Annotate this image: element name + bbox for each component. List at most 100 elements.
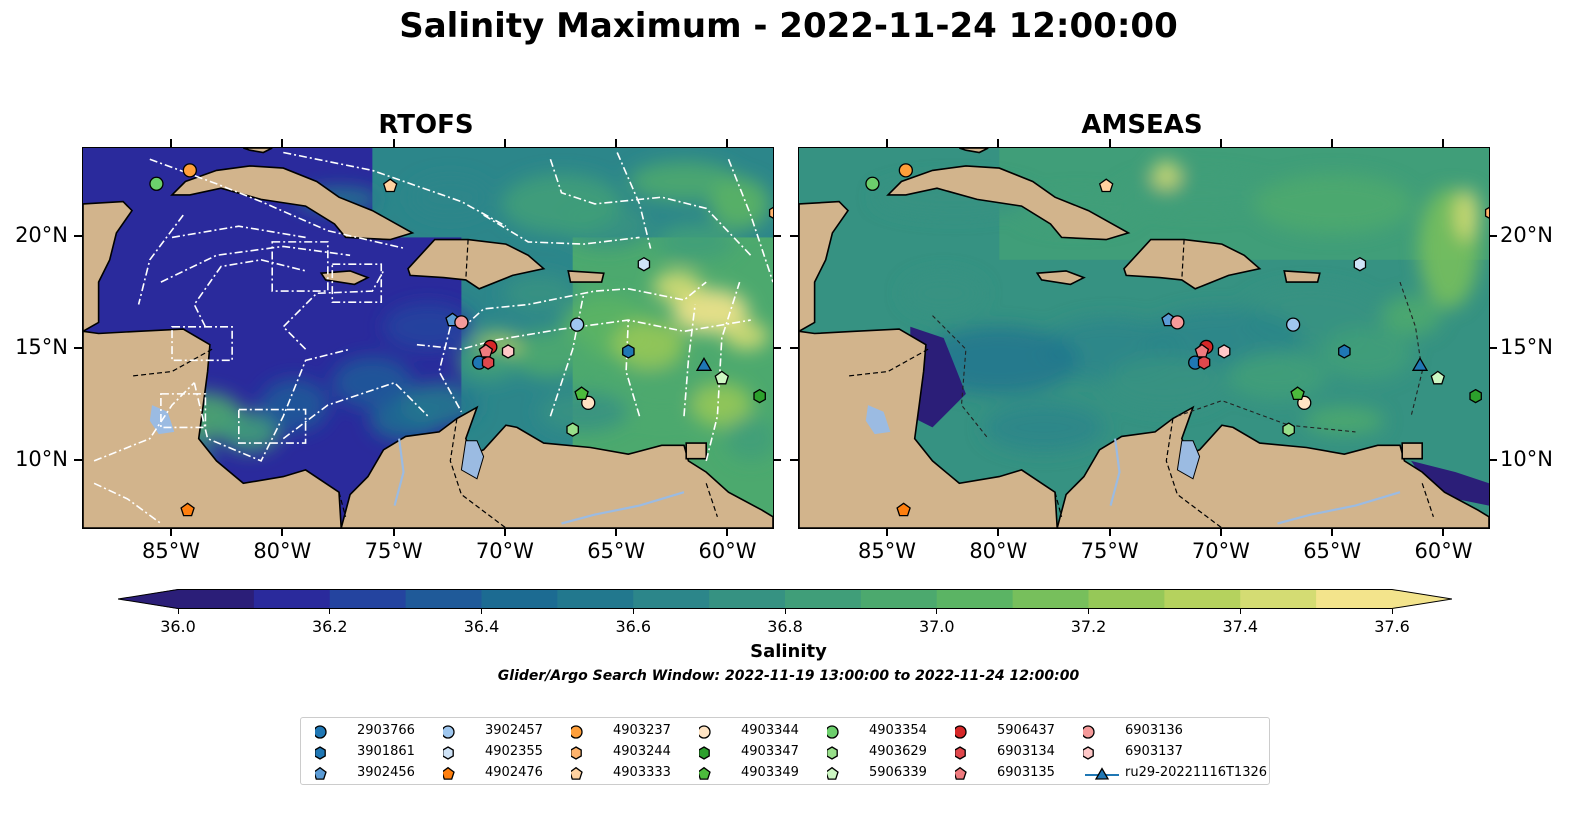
lon-tick-mark bbox=[503, 528, 506, 536]
legend-marker-icon bbox=[955, 746, 966, 760]
panel-title-rtofs: RTOFS bbox=[378, 110, 474, 140]
legend-marker bbox=[827, 725, 839, 739]
float-marker-4903333 bbox=[382, 178, 398, 193]
float-marker-6903137 bbox=[1217, 344, 1231, 359]
legend-marker-icon bbox=[699, 725, 711, 739]
land-yucatan bbox=[83, 200, 134, 333]
float-marker-4903354 bbox=[149, 176, 164, 191]
legend-marker bbox=[1083, 725, 1095, 739]
legend-marker-icon bbox=[955, 766, 967, 780]
land-yucatan bbox=[799, 200, 850, 333]
legend-label: 4903354 bbox=[869, 723, 927, 738]
legend-marker-icon bbox=[571, 725, 583, 739]
legend-item: 6903137 bbox=[1083, 743, 1263, 763]
float-marker-3902457 bbox=[569, 317, 585, 332]
legend-marker-icon bbox=[315, 725, 327, 739]
colorbar-tick-label: 36.4 bbox=[463, 617, 500, 636]
lon-tick-mark bbox=[1108, 528, 1111, 536]
lon-tick-label: 75°W bbox=[1080, 539, 1139, 563]
colorbar-tick-label: 36.2 bbox=[311, 617, 348, 636]
colorbar-tick-mark bbox=[177, 609, 179, 614]
land-trinidad bbox=[685, 442, 708, 460]
land-cuba bbox=[170, 165, 415, 241]
legend-item: 4903333 bbox=[571, 764, 751, 784]
river-orinoco bbox=[561, 491, 685, 525]
lat-tick-mark-left bbox=[74, 458, 82, 461]
legend-marker bbox=[571, 746, 582, 760]
colorbar-tick-mark bbox=[936, 609, 938, 614]
colorbar-tick-label: 37.6 bbox=[1374, 617, 1410, 636]
land-hispaniola bbox=[407, 238, 546, 290]
legend-label: 4903244 bbox=[613, 744, 671, 759]
lon-tick-mark bbox=[1219, 528, 1222, 536]
lon-tick-mark-top bbox=[503, 139, 506, 147]
float-marker-4902355 bbox=[1353, 256, 1367, 272]
lat-tick-label-left: 20°N bbox=[15, 223, 68, 248]
lon-tick-mark-top bbox=[1108, 139, 1111, 147]
lat-tick-mark-right bbox=[1489, 235, 1497, 238]
legend-item: 3902457 bbox=[443, 722, 623, 742]
lon-tick-label: 65°W bbox=[1303, 539, 1362, 563]
lon-tick-mark-top bbox=[1219, 139, 1222, 147]
glider-marker bbox=[695, 357, 713, 371]
legend-marker-icon bbox=[827, 746, 838, 760]
legend-marker-icon bbox=[827, 725, 839, 739]
legend-label: 5906339 bbox=[869, 765, 927, 780]
legend-marker bbox=[699, 725, 711, 739]
map-panel-rtofs[interactable] bbox=[82, 147, 774, 529]
float-marker-3902457 bbox=[1285, 317, 1301, 332]
land-puerto_rico bbox=[567, 270, 605, 283]
legend-marker bbox=[827, 766, 839, 780]
legend-item: 4903244 bbox=[571, 743, 751, 763]
float-marker-4903629 bbox=[1282, 422, 1295, 437]
float-marker-4903347 bbox=[1469, 388, 1482, 404]
colorbar-tick-mark bbox=[1088, 609, 1089, 614]
legend-marker-icon bbox=[699, 746, 710, 760]
legend-item: 3901861 bbox=[315, 743, 495, 763]
river-magdalena bbox=[393, 438, 405, 506]
lake-maracaibo bbox=[460, 440, 485, 480]
float-marker-4903237 bbox=[898, 163, 913, 178]
lon-tick-label: 80°W bbox=[253, 539, 312, 563]
colorbar-segment bbox=[1164, 589, 1241, 609]
lon-tick-label: 85°W bbox=[142, 539, 201, 563]
lon-tick-mark bbox=[170, 528, 173, 536]
legend-marker-icon bbox=[1083, 746, 1094, 760]
lat-tick-mark-right bbox=[1489, 347, 1497, 350]
legend-label: 6903134 bbox=[997, 744, 1055, 759]
colorbar-tick-label: 37.0 bbox=[918, 617, 955, 636]
legend-item: 5906437 bbox=[955, 722, 1135, 742]
lat-tick-mark-right bbox=[1489, 458, 1497, 461]
legend-item: ru29-20221116T1326 bbox=[1083, 764, 1267, 784]
legend-label: 4903629 bbox=[869, 744, 927, 759]
legend-marker bbox=[571, 725, 583, 739]
legend-marker-icon bbox=[1083, 725, 1095, 739]
legend-item: 4903629 bbox=[827, 743, 1007, 763]
legend-item: 4903347 bbox=[699, 743, 879, 763]
float-marker-4903354 bbox=[865, 176, 880, 191]
map-panel-amseas[interactable] bbox=[798, 147, 1490, 529]
land-trinidad bbox=[1401, 442, 1424, 460]
float-marker-3901861 bbox=[1338, 344, 1351, 359]
lon-tick-mark bbox=[997, 528, 1000, 536]
lat-tick-mark bbox=[773, 347, 781, 350]
lake-nicaragua bbox=[865, 405, 891, 435]
colorbar-segment bbox=[329, 589, 407, 609]
legend-item: 2903766 bbox=[315, 722, 495, 742]
legend-label: 4903237 bbox=[613, 723, 671, 738]
float-marker-6903135 bbox=[478, 343, 494, 358]
legend-marker-icon bbox=[443, 746, 454, 760]
colorbar-tick-label: 36.8 bbox=[767, 617, 803, 636]
float-marker-6903137 bbox=[501, 344, 515, 359]
lat-tick-label-left: 15°N bbox=[15, 335, 68, 360]
legend-marker-icon bbox=[571, 766, 583, 780]
float-marker-6903134 bbox=[1197, 355, 1211, 370]
float-marker-4902476 bbox=[180, 502, 195, 517]
lake-maracaibo bbox=[1176, 440, 1201, 480]
legend-label: 4902476 bbox=[485, 765, 543, 780]
float-markers bbox=[149, 163, 773, 517]
lon-tick-mark-top bbox=[997, 139, 1000, 147]
float-marker-4903347 bbox=[753, 388, 766, 404]
colorbar-segment bbox=[860, 589, 938, 609]
legend-marker bbox=[571, 766, 583, 780]
